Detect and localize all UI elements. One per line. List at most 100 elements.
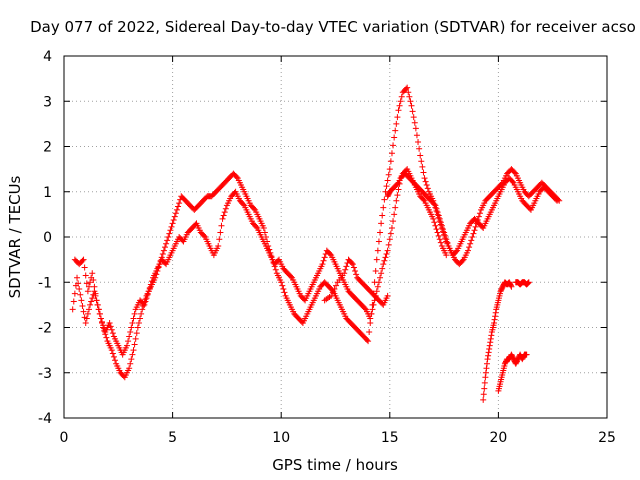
y-tick-label: 4 (43, 49, 52, 65)
data-point (492, 309, 499, 316)
y-tick-label: 1 (43, 185, 52, 201)
data-point (390, 142, 397, 149)
data-point (381, 196, 388, 203)
data-point (424, 185, 431, 192)
x-tick-label: 20 (489, 430, 507, 446)
data-point (173, 206, 180, 213)
data-point (525, 279, 532, 286)
data-point (393, 197, 400, 204)
data-point (388, 150, 395, 157)
data-point (487, 335, 494, 342)
data-point (320, 257, 327, 264)
data-point (145, 288, 152, 295)
x-tick-label: 10 (272, 430, 290, 446)
y-tick-label: 0 (43, 230, 52, 246)
data-point (436, 236, 443, 243)
data-point (79, 303, 86, 310)
series-track-d (321, 256, 391, 308)
data-point (327, 250, 334, 257)
y-tick-label: -2 (38, 321, 52, 337)
data-point (381, 257, 388, 264)
x-tick-labels: 0 5 10 15 20 25 (60, 430, 616, 446)
data-point (383, 183, 390, 190)
data-point (444, 239, 451, 246)
data-point (415, 138, 422, 145)
data-point (78, 297, 85, 304)
series-track-f (495, 351, 530, 394)
x-axis-label: GPS time / hours (272, 456, 398, 474)
data-point (417, 152, 424, 159)
data-point (321, 254, 328, 261)
data-point (440, 226, 447, 233)
data-point (483, 360, 490, 367)
data-point (348, 260, 355, 267)
data-point (148, 278, 155, 285)
data-point (129, 319, 136, 326)
data-point (125, 338, 132, 345)
data-point (388, 224, 395, 231)
data-point (350, 264, 357, 271)
data-point (373, 256, 380, 263)
data-point (509, 178, 516, 185)
data-point (385, 171, 392, 178)
data-point (75, 280, 82, 287)
data-point (107, 323, 114, 330)
data-point (386, 236, 393, 243)
data-point (112, 357, 119, 364)
data-point (100, 322, 107, 329)
data-point (433, 226, 440, 233)
data-point (491, 319, 498, 326)
data-point (434, 229, 441, 236)
data-point (131, 310, 138, 317)
data-point (130, 315, 137, 322)
data-point (393, 120, 400, 127)
data-point (375, 279, 382, 286)
data-point (369, 306, 376, 313)
data-point (353, 271, 360, 278)
data-point (372, 267, 379, 274)
data-point (453, 248, 460, 255)
series-track-b (71, 170, 561, 358)
data-point (201, 232, 208, 239)
data-point (361, 305, 368, 312)
data-point (251, 205, 258, 212)
data-marks (69, 84, 563, 403)
data-point (69, 306, 76, 313)
data-point (365, 338, 372, 345)
data-point (468, 237, 475, 244)
data-point (137, 315, 144, 322)
data-point (175, 203, 182, 210)
data-point (554, 197, 561, 204)
series-track-a (69, 84, 563, 381)
data-point (485, 349, 492, 356)
data-point (438, 222, 445, 229)
data-point (394, 180, 401, 187)
x-tick-label: 15 (381, 430, 399, 446)
data-point (217, 229, 224, 236)
data-point (329, 289, 336, 296)
data-point (403, 85, 410, 92)
data-point (147, 281, 154, 288)
data-point (437, 219, 444, 226)
data-point (87, 301, 94, 308)
data-point (352, 267, 359, 274)
data-point (392, 204, 399, 211)
data-point (480, 396, 487, 403)
data-point (374, 247, 381, 254)
data-point (480, 391, 487, 398)
data-point (485, 352, 492, 359)
data-point (367, 315, 374, 322)
data-point (382, 254, 389, 261)
data-point (253, 223, 260, 230)
data-point (370, 301, 377, 308)
data-point (129, 351, 136, 358)
data-point (80, 256, 87, 263)
data-point (395, 186, 402, 193)
data-point (443, 252, 450, 259)
data-point (126, 365, 133, 372)
data-point (488, 332, 495, 339)
plot-frame (63, 55, 608, 419)
data-point (430, 215, 437, 222)
data-point (511, 169, 518, 176)
data-point (81, 264, 88, 271)
